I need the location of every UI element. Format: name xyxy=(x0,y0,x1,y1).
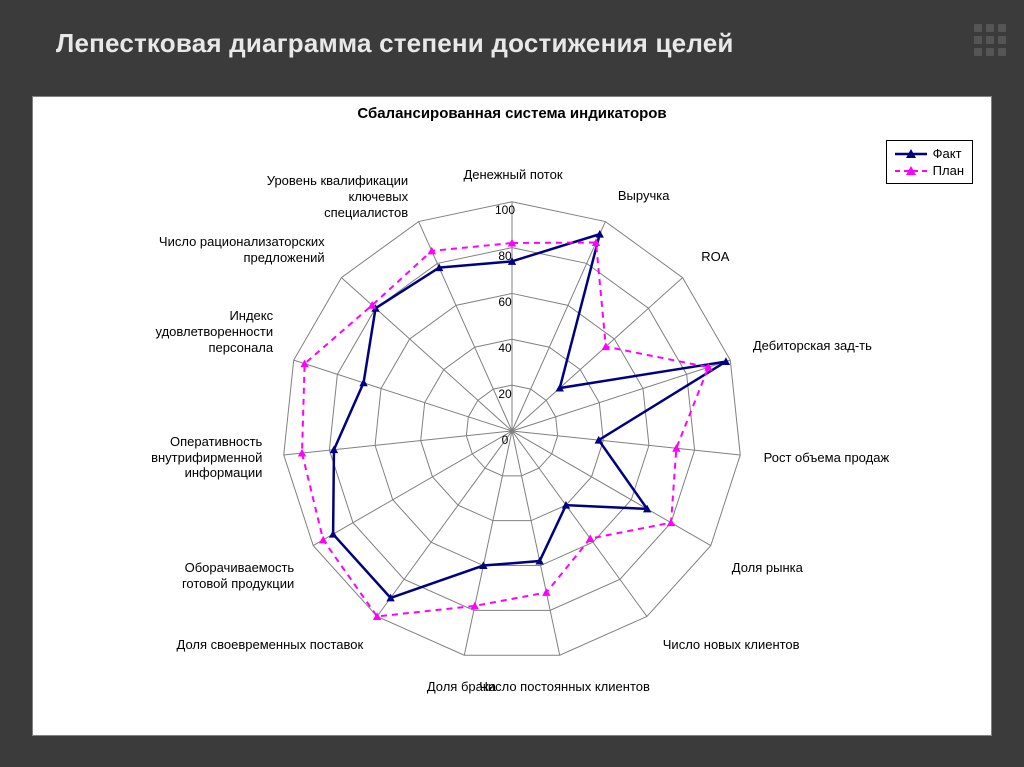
legend-label-plan: План xyxy=(933,163,964,178)
legend-label-fact: Факт xyxy=(933,146,962,161)
axis-label: Рост объема продаж xyxy=(764,450,964,466)
corner-decoration xyxy=(974,24,1006,56)
legend-swatch-fact xyxy=(895,147,927,161)
tick-label: 40 xyxy=(498,341,511,355)
axis-label: ROA xyxy=(701,249,901,265)
chart-title: Сбалансированная система индикаторов xyxy=(33,97,991,122)
chart-panel: Сбалансированная система индикаторов Ден… xyxy=(32,96,992,736)
tick-label: 60 xyxy=(498,295,511,309)
tick-label: 20 xyxy=(498,387,511,401)
axis-label: Доля рынка xyxy=(732,560,932,576)
axis-label: Число новых клиентов xyxy=(663,637,863,653)
axis-label: Дебиторская зад-ть xyxy=(753,338,953,354)
axis-label: Доля брака xyxy=(361,679,561,695)
axis-label: Доля своевременных поставок xyxy=(163,637,363,653)
legend: Факт План xyxy=(886,140,973,184)
slide-frame: Лепестковая диаграмма степени достижения… xyxy=(0,0,1024,767)
axis-label: Индекс удовлетворенности персонала xyxy=(73,308,273,355)
axis-label: Выручка xyxy=(618,188,818,204)
axis-label: Оборачиваемость готовой продукции xyxy=(94,560,294,591)
axis-label: Денежный поток xyxy=(413,167,613,183)
tick-label: 0 xyxy=(502,433,509,447)
axis-label: Оперативность внутрифирменной информации xyxy=(62,434,262,481)
tick-label: 100 xyxy=(495,203,515,217)
legend-swatch-plan xyxy=(895,164,927,178)
chart-body: Денежный поток Выручка ROA Дебиторская зад-… xyxy=(33,122,991,732)
slide-title: Лепестковая диаграмма степени достижения… xyxy=(0,0,1024,59)
axis-label: Число рационализаторских предложений xyxy=(125,234,325,265)
axis-label: Уровень квалификации ключевых специалист… xyxy=(208,173,408,220)
legend-item-plan: План xyxy=(895,162,964,179)
tick-label: 80 xyxy=(498,249,511,263)
legend-item-fact: Факт xyxy=(895,145,964,162)
